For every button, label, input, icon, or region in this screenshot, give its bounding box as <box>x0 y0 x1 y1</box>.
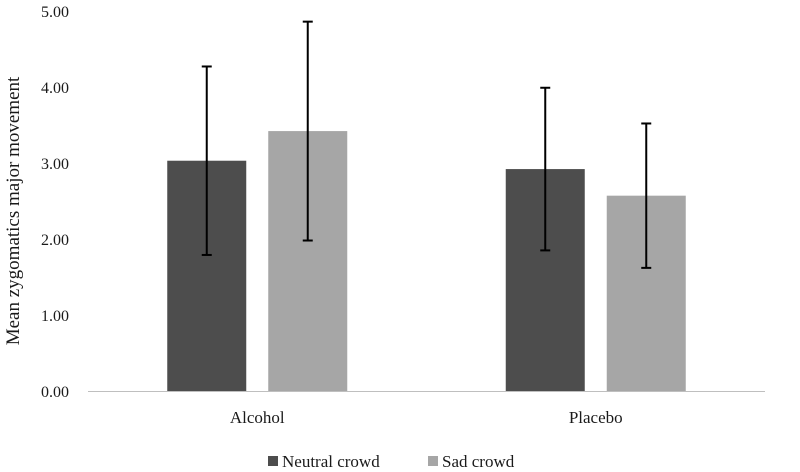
legend-swatch <box>268 456 278 466</box>
legend-item: Sad crowd <box>428 452 515 471</box>
x-tick-label: Placebo <box>569 408 623 427</box>
y-tick-label: 0.00 <box>41 384 69 401</box>
y-tick-label: 1.00 <box>41 308 69 325</box>
error-bar <box>540 86 551 252</box>
legend: Neutral crowd Sad crowd <box>268 452 515 471</box>
y-axis: 0.00 1.00 2.00 3.00 4.00 5.00 <box>41 4 69 401</box>
legend-swatch <box>428 456 438 466</box>
error-bar <box>201 65 212 256</box>
legend-label: Sad crowd <box>442 452 515 471</box>
y-tick-label: 3.00 <box>41 156 69 173</box>
x-tick-label: Alcohol <box>230 408 285 427</box>
legend-item: Neutral crowd <box>268 452 380 471</box>
y-tick-label: 5.00 <box>41 4 69 21</box>
y-axis-title: Mean zygomatics major movement <box>3 76 24 345</box>
y-tick-label: 2.00 <box>41 232 69 249</box>
error-bars <box>201 20 652 269</box>
x-axis-labels: Alcohol Placebo <box>230 408 623 427</box>
error-bar <box>641 122 652 269</box>
y-tick-label: 4.00 <box>41 80 69 97</box>
legend-label: Neutral crowd <box>282 452 380 471</box>
bars <box>167 131 686 391</box>
error-bar <box>302 20 313 242</box>
